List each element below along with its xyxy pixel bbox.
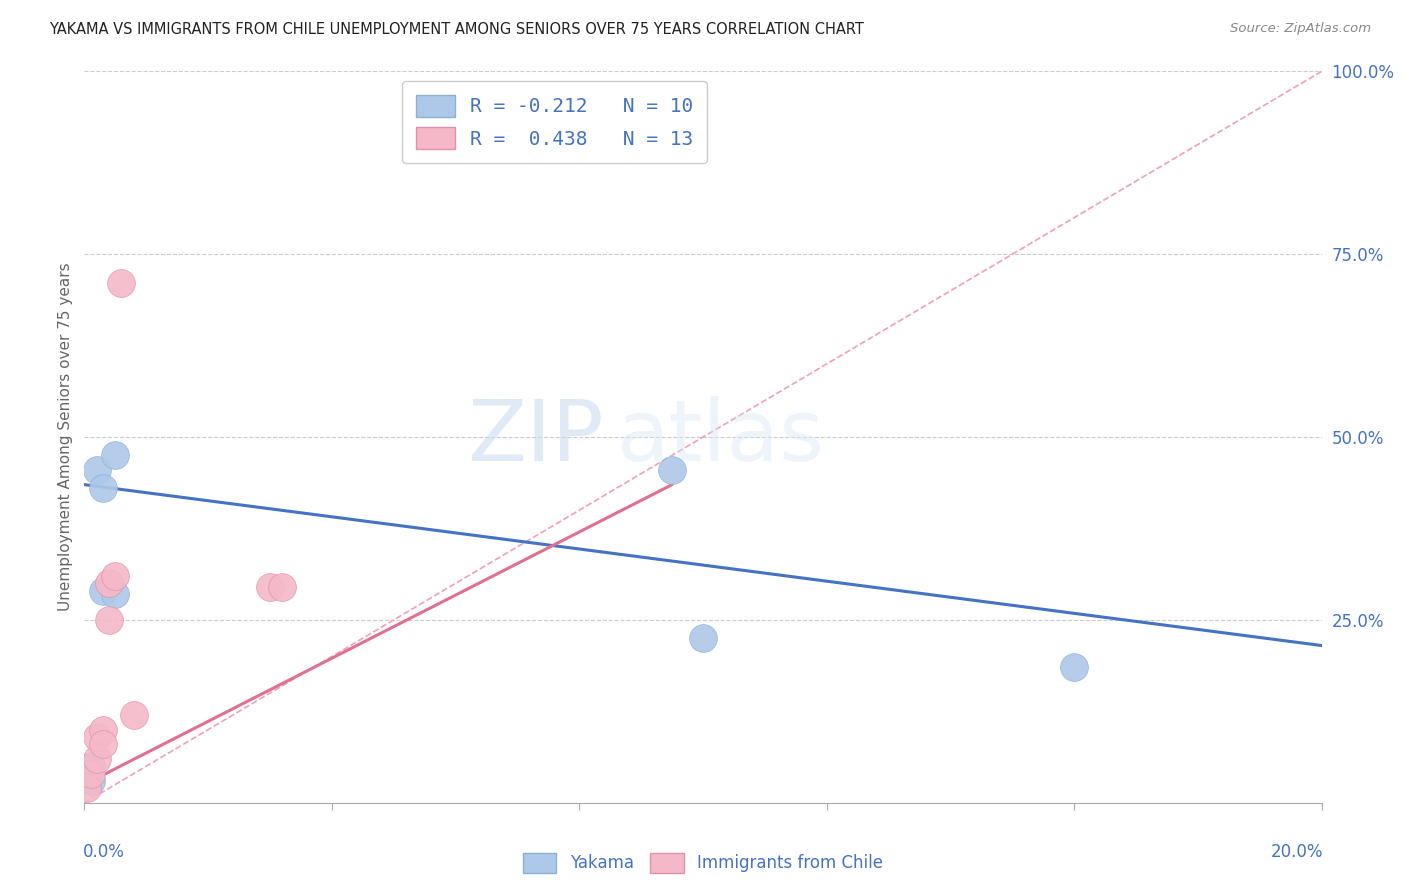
Text: 0.0%: 0.0% [83,843,125,861]
Point [271,580,294,594]
Point [104,587,127,601]
Point [104,449,127,463]
Point [86,463,108,477]
Text: Source: ZipAtlas.com: Source: ZipAtlas.com [1230,22,1371,36]
Legend: R = -0.212   N = 10, R =  0.438   N = 13: R = -0.212 N = 10, R = 0.438 N = 13 [402,81,707,163]
Point [661,463,683,477]
Point [76,781,98,796]
Point [86,752,108,766]
Point [1063,660,1085,674]
Point [91,481,114,495]
Point [91,723,114,737]
Text: atlas: atlas [616,395,824,479]
Point [692,632,714,646]
Text: ZIP: ZIP [468,395,605,479]
Point [86,730,108,744]
Text: YAKAMA VS IMMIGRANTS FROM CHILE UNEMPLOYMENT AMONG SENIORS OVER 75 YEARS CORRELA: YAKAMA VS IMMIGRANTS FROM CHILE UNEMPLOY… [49,22,865,37]
Point [91,737,114,751]
Text: 20.0%: 20.0% [1271,843,1323,861]
Point [98,576,121,591]
Point [79,759,101,773]
Point [122,708,145,723]
Point [110,277,132,291]
Point [79,766,101,780]
Y-axis label: Unemployment Among Seniors over 75 years: Unemployment Among Seniors over 75 years [58,263,73,611]
Point [259,580,281,594]
Point [79,773,101,788]
Point [98,613,121,627]
Legend: Yakama, Immigrants from Chile: Yakama, Immigrants from Chile [516,847,890,880]
Point [91,583,114,598]
Point [104,569,127,583]
